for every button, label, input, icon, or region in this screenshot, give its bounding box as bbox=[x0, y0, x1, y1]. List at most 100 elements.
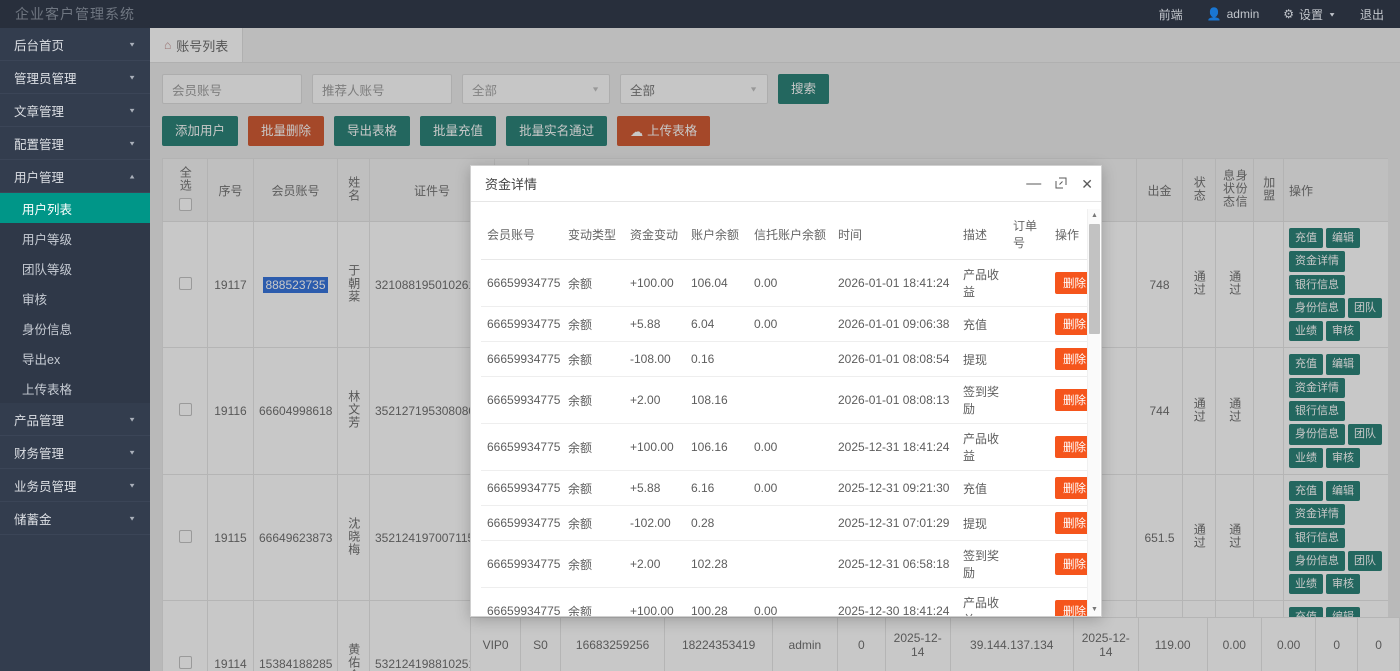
row-checkbox[interactable] bbox=[178, 529, 192, 543]
delete-button[interactable]: 删除 bbox=[1055, 512, 1087, 534]
detail-table-row[interactable]: 66659934775 余额 +5.88 6.16 0.00 2025-12-31 09:… bbox=[481, 470, 1087, 506]
action-button-批量实名通过[interactable]: 批量实名通过 bbox=[506, 116, 608, 146]
action-button-导出表格[interactable]: 导出表格 bbox=[334, 116, 411, 146]
action-button-批量删除[interactable]: 批量删除 bbox=[248, 116, 325, 146]
detail-cell-account: 66659934775 bbox=[481, 341, 562, 377]
op-button-资金详情[interactable]: 资金详情 bbox=[1289, 251, 1345, 272]
detail-cell-type: 余额 bbox=[562, 259, 624, 307]
cell-withdraw: 748 bbox=[1136, 220, 1183, 349]
op-button-团队[interactable]: 团队 bbox=[1348, 424, 1382, 445]
op-button-资金详情[interactable]: 资金详情 bbox=[1289, 377, 1345, 399]
scroll-down-icon[interactable]: ▼ bbox=[1091, 606, 1098, 613]
sidebar-item-用户等级[interactable]: 用户等级 bbox=[0, 223, 150, 253]
detail-table-row[interactable]: 66659934775 余额 +5.88 6.04 0.00 2026-01-01 09:… bbox=[481, 306, 1087, 342]
sidebar-item-团队等级[interactable]: 团队等级 bbox=[0, 253, 150, 283]
chevron-down-icon: ▼ bbox=[128, 106, 136, 114]
op-button-审核[interactable]: 审核 bbox=[1326, 574, 1360, 595]
sidebar-group-3[interactable]: 配置管理 ▼ bbox=[0, 127, 150, 160]
action-button-上传表格[interactable]: ☁ 上传表格 bbox=[617, 116, 711, 146]
sidebar-group-label: 管理员管理 bbox=[14, 71, 77, 86]
op-button-银行信息[interactable]: 银行信息 bbox=[1289, 274, 1345, 295]
delete-button[interactable]: 删除 bbox=[1055, 348, 1087, 370]
delete-button[interactable]: 删除 bbox=[1055, 313, 1087, 335]
op-button-身份信息[interactable]: 身份信息 bbox=[1289, 424, 1345, 445]
op-button-团队[interactable]: 团队 bbox=[1348, 550, 1382, 572]
op-button-团队[interactable]: 团队 bbox=[1348, 297, 1382, 319]
delete-button[interactable]: 删除 bbox=[1055, 436, 1087, 458]
op-button-业绩[interactable]: 业绩 bbox=[1289, 447, 1323, 468]
detail-table-row[interactable]: 66659934775 余额 -102.00 0.28 2025-12-31 07:01… bbox=[481, 505, 1087, 541]
filter-select-1[interactable]: 全部 ▼ bbox=[462, 74, 610, 104]
sidebar-item-用户列表[interactable]: 用户列表 bbox=[0, 193, 150, 223]
delete-button[interactable]: 删除 bbox=[1055, 389, 1087, 411]
modal-scrollbar[interactable]: ▲ ▼ bbox=[1087, 209, 1100, 616]
row-checkbox[interactable] bbox=[178, 403, 192, 417]
op-button-资金详情[interactable]: 资金详情 bbox=[1289, 504, 1345, 525]
sidebar-group-2[interactable]: 文章管理 ▼ bbox=[0, 94, 150, 127]
bottom-row-cell-10: 0.00 bbox=[1206, 617, 1262, 671]
op-button-业绩[interactable]: 业绩 bbox=[1289, 574, 1323, 595]
sidebar-group-4[interactable]: 用户管理 ▲ bbox=[0, 160, 150, 193]
op-button-银行信息[interactable]: 银行信息 bbox=[1289, 527, 1345, 548]
modal-title: 资金详情 bbox=[485, 177, 538, 192]
sidebar-group-0[interactable]: 后台首页 ▼ bbox=[0, 28, 150, 61]
delete-button[interactable]: 删除 bbox=[1055, 477, 1087, 499]
op-button-编辑[interactable]: 编辑 bbox=[1326, 354, 1360, 375]
topbar-item-user[interactable]: 👤 admin bbox=[1195, 0, 1272, 28]
select-all-checkbox[interactable] bbox=[178, 198, 192, 211]
action-button-添加用户[interactable]: 添加用户 bbox=[162, 116, 239, 146]
op-button-充值[interactable]: 充值 bbox=[1289, 228, 1323, 249]
detail-table-row[interactable]: 66659934775 余额 +100.00 106.04 0.00 2026-01-01… bbox=[481, 259, 1087, 307]
sidebar-item-上传表格[interactable]: 上传表格 bbox=[0, 373, 150, 403]
filter-select-2[interactable]: 全部 ▼ bbox=[620, 74, 768, 104]
sidebar-group-label: 业务员管理 bbox=[14, 479, 77, 494]
delete-button[interactable]: 删除 bbox=[1055, 553, 1087, 575]
topbar-item-settings[interactable]: ⚙ 设置 ▼ bbox=[1271, 0, 1348, 28]
op-button-审核[interactable]: 审核 bbox=[1326, 447, 1360, 468]
sidebar-group-1[interactable]: 管理员管理 ▼ bbox=[0, 61, 150, 94]
sidebar-group-6[interactable]: 财务管理 ▼ bbox=[0, 436, 150, 469]
op-button-身份信息[interactable]: 身份信息 bbox=[1289, 297, 1345, 319]
topbar-item-logout[interactable]: 退出 bbox=[1348, 0, 1396, 28]
close-icon[interactable]: ✕ bbox=[1081, 175, 1093, 192]
search-member-account-input[interactable]: 会员账号 bbox=[162, 74, 302, 104]
op-button-审核[interactable]: 审核 bbox=[1326, 321, 1360, 342]
row-checkbox[interactable] bbox=[178, 656, 192, 670]
detail-cell-order bbox=[1007, 423, 1049, 471]
cell-member-account-text: 888523735 bbox=[263, 276, 328, 293]
op-button-银行信息[interactable]: 银行信息 bbox=[1289, 401, 1345, 422]
search-referrer-account-input[interactable]: 推荐人账号 bbox=[312, 74, 452, 104]
row-checkbox[interactable] bbox=[178, 276, 192, 290]
sidebar-group-8[interactable]: 储蓄金 ▼ bbox=[0, 502, 150, 535]
scroll-up-icon[interactable]: ▲ bbox=[1091, 212, 1098, 219]
action-button-批量充值[interactable]: 批量充值 bbox=[420, 116, 497, 146]
maximize-icon[interactable] bbox=[1055, 176, 1068, 191]
topbar-item-frontend[interactable]: 前端 bbox=[1147, 0, 1195, 28]
op-button-充值[interactable]: 充值 bbox=[1289, 354, 1323, 375]
detail-cell-change: -108.00 bbox=[624, 341, 685, 377]
detail-cell-time: 2026-01-01 08:08:54 bbox=[832, 341, 957, 377]
delete-button[interactable]: 删除 bbox=[1055, 272, 1087, 294]
detail-table-row[interactable]: 66659934775 余额 +2.00 108.16 2026-01-01 08:08… bbox=[481, 376, 1087, 424]
sidebar-item-身份信息[interactable]: 身份信息 bbox=[0, 313, 150, 343]
detail-table-row[interactable]: 66659934775 余额 +100.00 106.16 0.00 2025-12-31… bbox=[481, 423, 1087, 471]
sidebar-group-7[interactable]: 业务员管理 ▼ bbox=[0, 469, 150, 502]
op-button-身份信息[interactable]: 身份信息 bbox=[1289, 550, 1345, 572]
sidebar-item-审核[interactable]: 审核 bbox=[0, 283, 150, 313]
detail-table-row[interactable]: 66659934775 余额 -108.00 0.16 2026-01-01 08:08… bbox=[481, 341, 1087, 377]
op-button-编辑[interactable]: 编辑 bbox=[1326, 480, 1360, 502]
detail-table-row[interactable]: 66659934775 余额 +100.00 100.28 0.00 2025-12-30… bbox=[481, 587, 1087, 616]
delete-button[interactable]: 删除 bbox=[1055, 600, 1087, 616]
minimize-icon[interactable]: — bbox=[1026, 175, 1042, 192]
sidebar-group-5[interactable]: 产品管理 ▼ bbox=[0, 403, 150, 436]
op-button-充值[interactable]: 充值 bbox=[1289, 480, 1323, 502]
detail-table-row[interactable]: 66659934775 余额 +2.00 102.28 2025-12-31 06:58… bbox=[481, 540, 1087, 588]
op-button-编辑[interactable]: 编辑 bbox=[1326, 228, 1360, 249]
search-button[interactable]: 搜索 bbox=[778, 74, 830, 104]
sidebar-item-导出ex[interactable]: 导出ex bbox=[0, 343, 150, 373]
tab-account-list[interactable]: ⌂ 账号列表 bbox=[150, 28, 244, 62]
table-row[interactable]: VIP0 S0 16683259256 18224353419 admin 0 2025-1… bbox=[469, 617, 1400, 671]
scrollbar-thumb[interactable] bbox=[1089, 224, 1100, 334]
op-button-业绩[interactable]: 业绩 bbox=[1289, 321, 1323, 342]
detail-cell-desc: 产品收益 bbox=[957, 259, 1007, 307]
